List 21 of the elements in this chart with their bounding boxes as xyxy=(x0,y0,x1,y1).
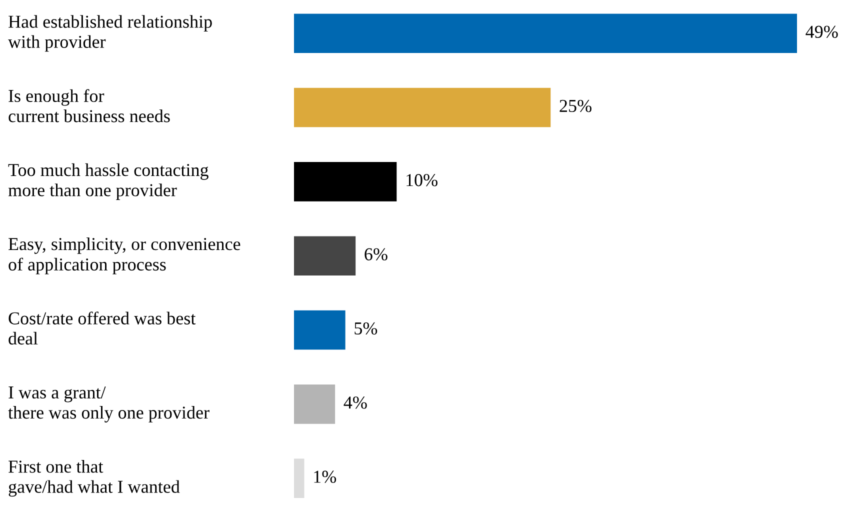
bar xyxy=(294,310,346,350)
bar xyxy=(294,88,551,128)
y-tick-label: First one that gave/had what I wanted xyxy=(8,460,180,497)
bar xyxy=(294,384,336,424)
data-label: 10% xyxy=(406,174,438,186)
bar xyxy=(294,458,304,498)
bar xyxy=(294,162,397,202)
y-tick-label: Easy, simplicity, or convenience of application process xyxy=(8,237,240,274)
data-label: 5% xyxy=(354,322,378,335)
bar xyxy=(294,14,797,54)
data-label: 1% xyxy=(314,470,336,483)
y-tick-label: Had established relationship with provider xyxy=(8,15,212,52)
bar xyxy=(294,236,356,276)
data-label: 49% xyxy=(806,26,838,38)
y-tick-label: I was a grant/ there was only one provider xyxy=(8,386,210,422)
data-label: 25% xyxy=(560,100,592,112)
y-tick-label: Is enough for current business needs xyxy=(8,89,170,122)
data-label: 4% xyxy=(344,396,367,409)
y-tick-label: Cost/rate offered was best deal xyxy=(8,312,196,345)
data-label: 6% xyxy=(364,248,388,260)
y-tick-label: Too much hassle contacting more than one provider xyxy=(8,163,208,200)
